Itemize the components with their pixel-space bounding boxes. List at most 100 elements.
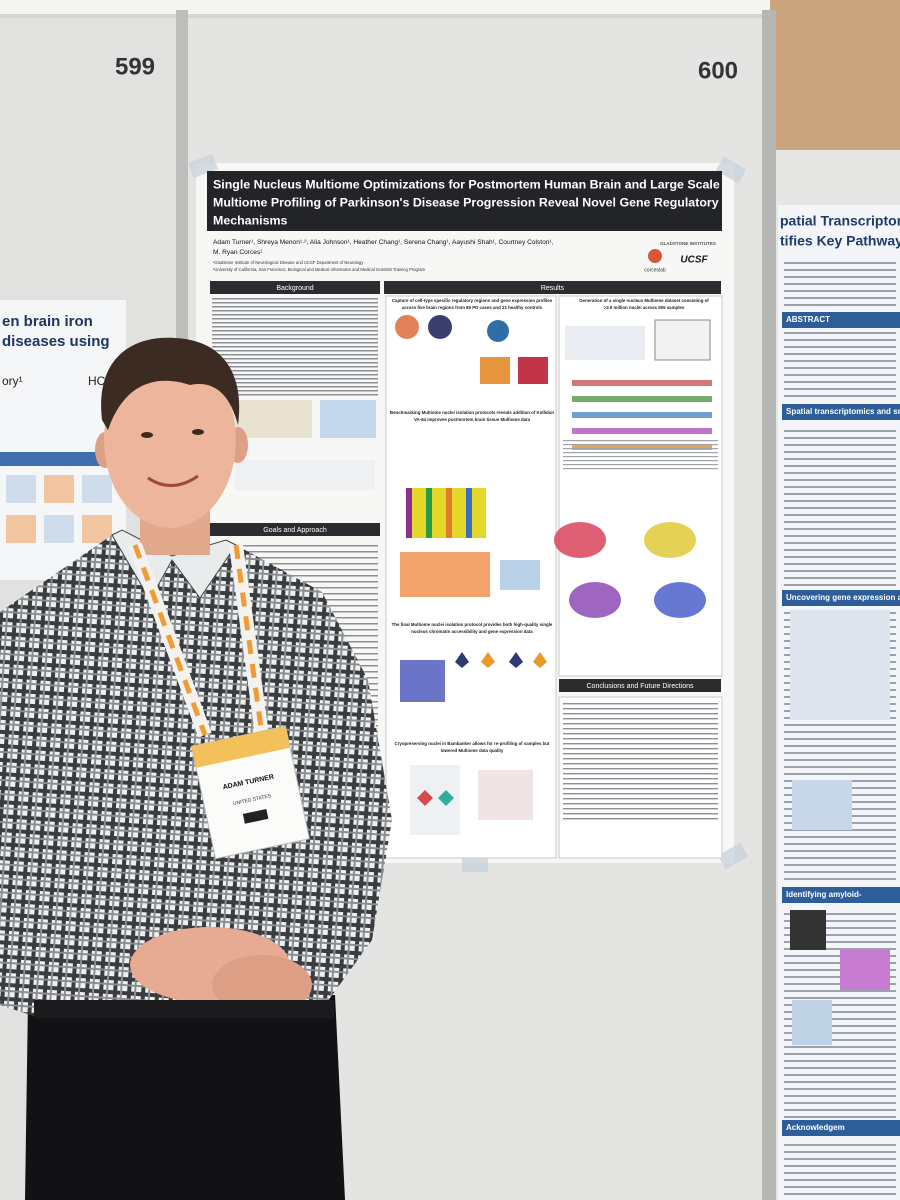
poster-title: tifies Key Pathways of A: [780, 233, 900, 249]
text-line: [784, 1193, 896, 1195]
brain-icon: [395, 315, 419, 339]
result-heading: nucleus chromatin accessibility and gene…: [411, 629, 533, 634]
text-line: [784, 843, 896, 845]
text-line: [563, 448, 718, 450]
lanyard-print: [132, 544, 208, 736]
text-line: [563, 464, 718, 466]
text-line: [784, 535, 896, 537]
poster-title: Multiome Profiling of Parkinson's Diseas…: [213, 195, 719, 209]
poster-figure: [400, 660, 445, 702]
text-line: [784, 556, 896, 558]
section-title: Uncovering gene expression and: [786, 593, 900, 602]
poster-figure: [6, 475, 36, 503]
poster-figure: [320, 400, 376, 438]
text-line: [784, 262, 896, 264]
text-line: [563, 783, 718, 785]
text-line: [563, 703, 718, 705]
barcode: [242, 809, 269, 824]
poster-figure: [82, 475, 112, 503]
text-line: [212, 551, 378, 553]
text-line: [784, 276, 896, 278]
text-line: [212, 350, 378, 352]
text-line: [784, 367, 896, 369]
face: [104, 352, 236, 528]
text-line: [212, 346, 378, 348]
ceiling: [0, 0, 900, 14]
text-line: [784, 927, 896, 929]
text-line: [212, 298, 378, 300]
text-line: [563, 743, 718, 745]
section-header: [210, 523, 380, 536]
poster-figure: [478, 770, 533, 820]
text-line: [212, 342, 378, 344]
text-line: [563, 763, 718, 765]
text-line: [784, 570, 896, 572]
text-line: [212, 314, 378, 316]
section-title: Results: [541, 285, 565, 292]
text-line: [784, 395, 896, 397]
shirt: [0, 535, 392, 1018]
text-line: [212, 366, 378, 368]
eye: [192, 429, 204, 435]
text-line: [563, 444, 718, 446]
text-line: [784, 990, 896, 992]
text-line: [563, 440, 718, 442]
text-line: [784, 577, 896, 579]
text-line: [784, 1011, 896, 1013]
text-line: [563, 468, 718, 470]
section-header: [384, 281, 721, 294]
text-line: [784, 766, 896, 768]
text-line: [784, 1179, 896, 1181]
text-line: [784, 773, 896, 775]
text-line: [784, 836, 896, 838]
board-frame: [762, 10, 776, 1200]
poster-title: Single Nucleus Multiome Optimizations fo…: [213, 177, 720, 191]
text-line: [563, 813, 718, 815]
text-line: [784, 1060, 896, 1062]
poster-figure: [44, 515, 74, 543]
smile: [147, 474, 199, 487]
text-line: [563, 803, 718, 805]
poster-title: en brain iron: [2, 313, 93, 330]
text-line: [563, 718, 718, 720]
poster-figure: [840, 950, 890, 990]
section-title: Spatial transcriptomics and snRNA-se: [786, 407, 900, 416]
board-number: 599: [115, 53, 155, 80]
text-line: [784, 1165, 896, 1167]
text-line: [784, 507, 896, 509]
text-line: [784, 920, 896, 922]
text-line: [784, 430, 896, 432]
result-heading: Generation of a single nucleus Multiome …: [579, 298, 709, 303]
track: [572, 380, 712, 386]
tape: [717, 842, 749, 870]
affiliation: ²University of California, San Francisco…: [213, 267, 426, 272]
text-line: [212, 310, 378, 312]
text-line: [212, 354, 378, 356]
poster-band: [0, 452, 126, 466]
text-line: [212, 557, 378, 559]
text-line: [784, 381, 896, 383]
text-line: [563, 778, 718, 780]
poster-figure: [410, 765, 460, 835]
text-line: [212, 382, 378, 384]
text-line: [784, 486, 896, 488]
text-line: [784, 759, 896, 761]
section-title: ABSTRACT: [786, 315, 830, 324]
poster-authors: Adam Turner¹, Shreya Menon¹·², Alia John…: [213, 239, 554, 246]
text-line: [563, 758, 718, 760]
text-line: [784, 465, 896, 467]
section-header: [782, 887, 900, 903]
text-line: [784, 1081, 896, 1083]
text-line: [784, 1102, 896, 1104]
poster-figure: [232, 400, 312, 438]
section-title: Acknowledgem: [786, 1123, 845, 1132]
board-number: 600: [698, 57, 738, 84]
track: [572, 412, 712, 418]
poster-figure: [235, 460, 375, 490]
text-line: [784, 479, 896, 481]
text-line: [784, 1186, 896, 1188]
affiliation: ¹Gladstone Institute of Neurological Dis…: [213, 260, 364, 265]
result-heading: VA-64 improves postmortem brain tissue M…: [414, 417, 531, 422]
